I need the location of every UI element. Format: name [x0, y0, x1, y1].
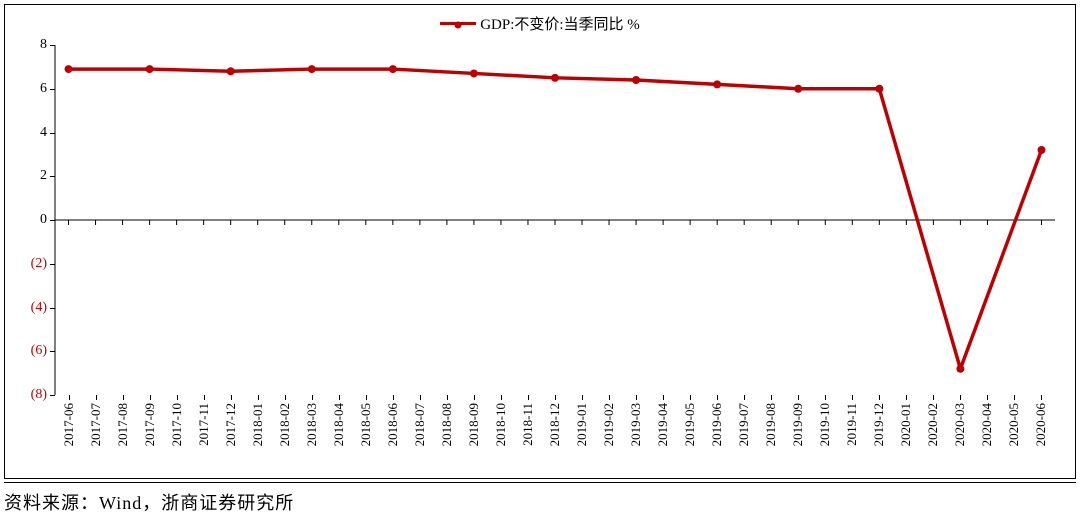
x-axis-tick-label: 2018-03: [304, 403, 320, 446]
x-axis-tick-label: 2019-04: [655, 403, 671, 446]
x-axis-tick-label: 2020-05: [1006, 403, 1022, 446]
x-axis-tick-label: 2019-03: [628, 403, 644, 446]
x-axis-tick-label: 2020-01: [898, 403, 914, 446]
legend-item: GDP:不变价:当季同比 %: [440, 13, 640, 34]
y-axis-tick-label: (4): [31, 300, 47, 316]
x-axis-tick-label: 2019-06: [709, 403, 725, 446]
y-axis-tick-label: (2): [31, 256, 47, 272]
x-axis-tick-label: 2019-01: [574, 403, 590, 446]
x-axis-tick-label: 2018-01: [250, 403, 266, 446]
legend-swatch: [440, 22, 476, 25]
y-axis-tick-label: (6): [31, 343, 47, 359]
y-axis-tick-label: 2: [40, 168, 47, 184]
y-axis-tick-label: 4: [40, 125, 47, 141]
x-axis-tick-label: 2019-07: [736, 403, 752, 446]
x-axis-tick-label: 2018-04: [331, 403, 347, 446]
x-axis-tick-label: 2020-03: [952, 403, 968, 446]
x-axis-tick-label: 2017-07: [88, 403, 104, 446]
x-axis-tick-label: 2020-06: [1033, 403, 1049, 446]
y-axis-tick-label: 6: [40, 81, 47, 97]
legend-label: GDP:不变价:当季同比 %: [480, 13, 640, 34]
x-axis-tick-label: 2020-04: [979, 403, 995, 446]
source-label: 资料来源：Wind，浙商证券研究所: [4, 493, 294, 513]
y-axis-tick-label: 0: [40, 212, 47, 228]
x-axis-tick-label: 2017-08: [115, 403, 131, 446]
x-axis-tick-label: 2019-02: [601, 403, 617, 446]
x-axis-tick-label: 2018-05: [358, 403, 374, 446]
x-axis-tick-label: 2018-02: [277, 403, 293, 446]
x-axis-tick-label: 2018-12: [547, 403, 563, 446]
x-axis-tick-label: 2017-11: [196, 403, 212, 446]
x-axis-tick-label: 2019-12: [871, 403, 887, 446]
x-axis-tick-label: 2020-02: [925, 403, 941, 446]
x-axis-tick-label: 2018-09: [466, 403, 482, 446]
x-axis-tick-label: 2019-11: [844, 403, 860, 446]
source-attribution: 资料来源：Wind，浙商证券研究所: [4, 482, 1076, 515]
y-axis-tick-label: (8): [31, 387, 47, 403]
legend: GDP:不变价:当季同比 %: [5, 13, 1075, 34]
y-axis-tick-label: 8: [40, 37, 47, 53]
plot-area: 86420(2)(4)(6)(8)2017-062017-072017-0820…: [55, 45, 1055, 395]
chart-container: GDP:不变价:当季同比 % 86420(2)(4)(6)(8)2017-062…: [4, 4, 1076, 479]
x-axis-tick-label: 2018-11: [520, 403, 536, 446]
line-chart-svg: [55, 45, 1055, 395]
x-axis-tick-label: 2017-06: [61, 403, 77, 446]
x-axis-tick-label: 2017-10: [169, 403, 185, 446]
x-axis-tick-label: 2019-10: [817, 403, 833, 446]
x-axis-tick-label: 2018-08: [439, 403, 455, 446]
x-axis-tick-label: 2019-05: [682, 403, 698, 446]
x-axis-tick-label: 2019-09: [790, 403, 806, 446]
x-axis-tick-label: 2017-12: [223, 403, 239, 446]
x-axis-tick-label: 2018-10: [493, 403, 509, 446]
x-axis-tick-label: 2017-09: [142, 403, 158, 446]
x-axis-tick-label: 2018-06: [385, 403, 401, 446]
x-axis-tick-label: 2019-08: [763, 403, 779, 446]
x-axis-tick-label: 2018-07: [412, 403, 428, 446]
